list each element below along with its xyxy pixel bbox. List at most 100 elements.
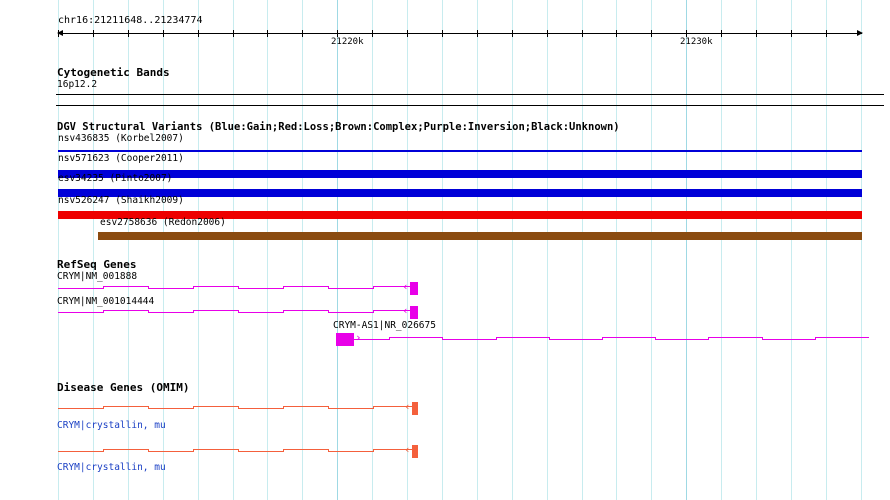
gene-exon-segment [58,451,103,452]
gene-exon-segment [762,339,816,340]
gene-exon-segment [328,288,373,289]
gene-intron-connector [708,337,709,340]
ruler-tick-15 [582,30,583,37]
track-label-crym-as1-nr-026675: CRYM-AS1|NR_026675 [333,320,436,331]
gene-exon-segment [193,310,238,311]
gene-intron-connector [103,286,104,289]
variant-bar-nsv571623[interactable] [58,170,862,178]
ruler-tick-13 [512,30,513,37]
gene-intron-connector [328,406,329,409]
gene-exon-segment [148,451,193,452]
gene-intron-connector [238,310,239,313]
gridline-21 [791,0,792,500]
gene-exon-segment [283,286,328,287]
gene-exon-segment [328,451,373,452]
gene-exon-segment [238,408,283,409]
variant-bar-esv2758636[interactable] [98,232,862,240]
gene-terminal-block-omim-crym-1[interactable] [412,402,418,415]
section-title-refseq-genes: RefSeq Genes [57,258,137,271]
gene-exon-segment [283,310,328,311]
gene-intron-connector [328,286,329,289]
gene-exon-segment [373,449,418,450]
track-label-nsv436835: nsv436835 (Korbel2007) [58,133,184,144]
gene-intron-connector [549,337,550,340]
gene-exon-segment [238,451,283,452]
gridline-6 [267,0,268,500]
gridline-7 [302,0,303,500]
ruler-axis-line [58,33,862,34]
ruler-tick-22 [826,30,827,37]
locus-coordinate-label: chr16:21211648..21234774 [58,15,203,26]
gene-intron-connector [328,310,329,313]
gridline-18 [686,0,687,500]
gene-exon-segment [103,310,148,311]
gridline-14 [547,0,548,500]
gene-exon-segment [238,312,283,313]
gene-intron-connector [655,337,656,340]
ruler-tick-12 [477,30,478,37]
gene-intron-connector [373,406,374,409]
gene-exon-segment [193,449,238,450]
gridline-9 [372,0,373,500]
gene-exon-segment [602,337,656,338]
variant-bar-esv34235[interactable] [58,189,862,197]
ruler-tick-label-0: 21220k [331,37,364,47]
ruler-tick-21 [791,30,792,37]
gene-exon-segment [328,408,373,409]
ruler-right-arrow-icon [857,30,863,36]
gene-terminal-block-crym-nm-001014444[interactable] [410,306,418,319]
gene-exon-segment [549,339,603,340]
gene-intron-connector [328,449,329,452]
strand-right-arrow-icon: › [355,331,362,344]
ruler-tick-7 [302,30,303,37]
cytoband-rule-top [56,94,884,95]
gene-exon-segment [373,310,418,311]
ruler-tick-1 [93,30,94,37]
gene-terminal-block-omim-crym-2[interactable] [412,445,418,458]
track-label-crym-nm-001888: CRYM|NM_001888 [57,271,138,282]
gridline-20 [756,0,757,500]
gene-exon-segment [58,312,103,313]
gridline-10 [407,0,408,500]
gene-intron-connector [238,449,239,452]
ruler-tick-5 [233,30,234,37]
gene-intron-connector [103,406,104,409]
gene-exon-segment [496,337,550,338]
ruler-tick-16 [616,30,617,37]
ruler-tick-8 [337,30,338,37]
gene-intron-connector [193,310,194,313]
gene-intron-connector [148,310,149,313]
gene-intron-connector [238,406,239,409]
gene-intron-connector [283,286,284,289]
variant-bar-nsv436835[interactable] [58,150,862,152]
gene-exon-segment [148,408,193,409]
gene-intron-connector [762,337,763,340]
gridline-12 [477,0,478,500]
gene-intron-connector [389,337,390,340]
ruler-tick-18 [686,30,687,37]
gene-intron-connector [193,449,194,452]
gene-exon-segment [283,406,328,407]
ruler-tick-11 [442,30,443,37]
gene-intron-connector [148,406,149,409]
gene-exon-segment [442,339,496,340]
gene-exon-segment [815,337,869,338]
gene-intron-connector [193,406,194,409]
track-label-crym-nm-001014444: CRYM|NM_001014444 [57,296,155,307]
gridline-13 [512,0,513,500]
gridline-23 [861,0,862,500]
gridline-3 [163,0,164,500]
gene-exon-segment [58,288,103,289]
ruler-tick-14 [547,30,548,37]
gene-terminal-block-crym-as1-nr-026675[interactable] [336,333,354,346]
gene-exon-segment [148,288,193,289]
gene-intron-connector [193,286,194,289]
ruler-left-arrow-icon [57,30,63,36]
gene-intron-connector [103,449,104,452]
cytoband-rule-bottom [56,105,884,106]
ruler-tick-10 [407,30,408,37]
variant-bar-nsv526247[interactable] [58,211,862,219]
gene-terminal-block-crym-nm-001888[interactable] [410,282,418,295]
gene-exon-segment [103,449,148,450]
gene-intron-connector [283,449,284,452]
